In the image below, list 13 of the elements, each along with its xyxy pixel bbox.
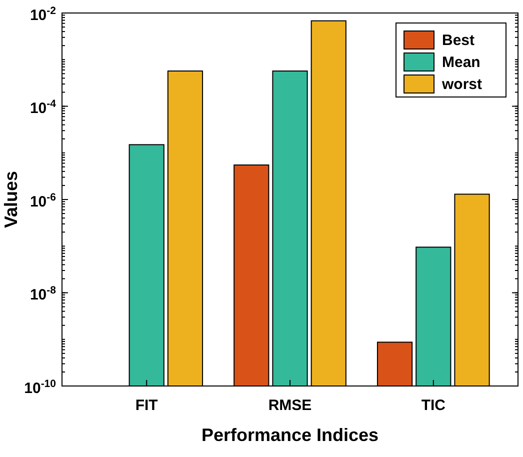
y-tick-label: 10$^{-2}$ <box>30 4 56 24</box>
x-tick-label: RMSE <box>268 397 312 414</box>
y-tick-label: 10$^{-4}$ <box>30 98 56 117</box>
y-axis-title: Values <box>1 170 21 228</box>
legend-label: Best <box>442 32 475 49</box>
legend-label: worst <box>441 76 482 93</box>
y-tick-label: 10$^{-10}$ <box>24 378 56 397</box>
x-tick-label: FIT <box>135 397 158 414</box>
x-axis-title: Performance Indices <box>201 425 379 445</box>
legend-label: Mean <box>442 54 480 71</box>
x-tick-label: TIC <box>421 397 446 414</box>
y-tick-label: 10$^{-8}$ <box>30 284 56 304</box>
y-tick-label: 10$^{-6}$ <box>30 191 56 210</box>
